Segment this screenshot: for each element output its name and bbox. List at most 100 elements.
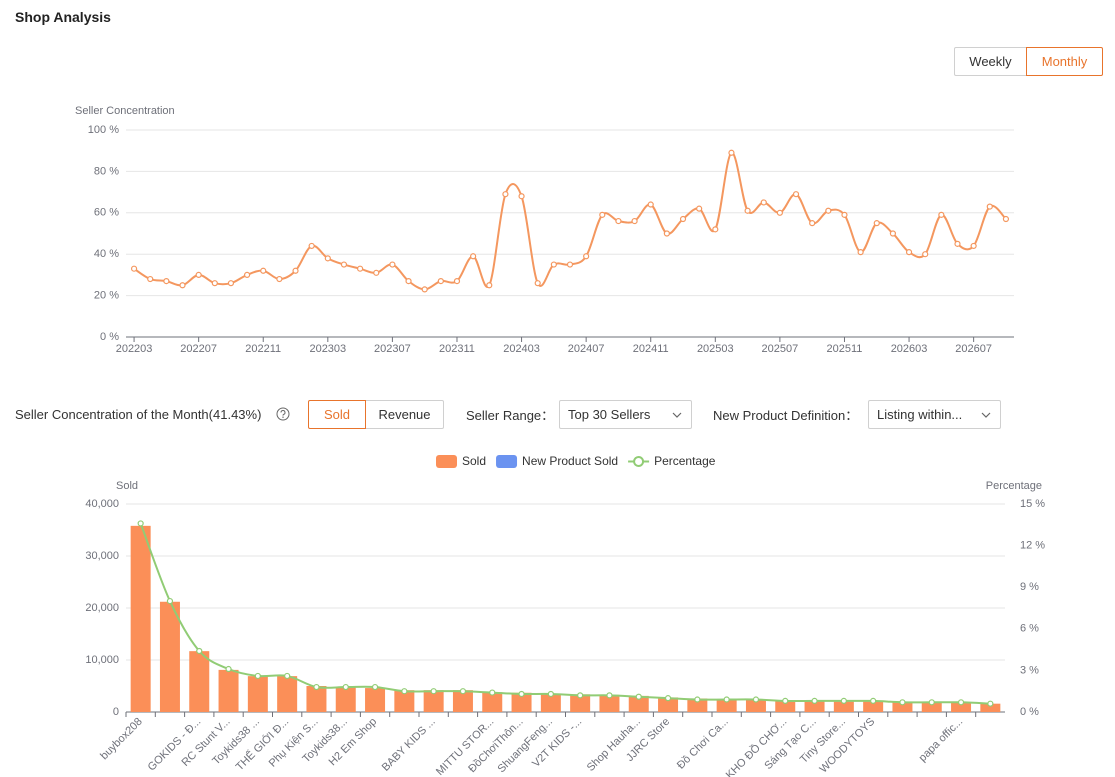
- bar: [247, 676, 268, 712]
- monthly-button[interactable]: Monthly: [1026, 47, 1103, 76]
- bar: [365, 688, 386, 712]
- point: [489, 689, 496, 696]
- x-tick-label: 202403: [503, 343, 540, 355]
- bar: [804, 701, 825, 712]
- y-tick-label: 0: [113, 706, 119, 718]
- chevron: [981, 412, 991, 418]
- y-tick-label: 20,000: [85, 602, 119, 614]
- point: [873, 220, 880, 227]
- y-tick-label: 15 %: [1020, 498, 1045, 510]
- point: [631, 217, 638, 225]
- point: [712, 226, 719, 233]
- point: [857, 249, 864, 256]
- point: [841, 211, 848, 218]
- bar: [775, 700, 796, 712]
- bar: [921, 702, 942, 712]
- sold-button[interactable]: Sold: [308, 400, 366, 429]
- x-tick-label: 202507: [762, 343, 799, 355]
- point: [225, 665, 232, 673]
- point: [679, 215, 687, 223]
- y-tick-label: 3 %: [1020, 664, 1039, 676]
- point: [137, 520, 144, 527]
- bar: [833, 701, 854, 712]
- x-tick-label: 202207: [180, 343, 217, 355]
- point: [227, 280, 235, 287]
- seller-range-select[interactable]: Top 30 Sellers: [559, 400, 692, 429]
- bar: [482, 692, 503, 712]
- point: [292, 267, 299, 274]
- concentration-label: Seller Concentration of the Month(41.43%…: [15, 407, 262, 422]
- point: [728, 149, 735, 156]
- help-icon[interactable]: [276, 407, 290, 421]
- point: [696, 205, 703, 212]
- point: [340, 261, 348, 268]
- y-tick-label: 0 %: [1020, 706, 1039, 718]
- y-tick-label: 20 %: [94, 290, 119, 302]
- point: [550, 261, 557, 268]
- point: [905, 249, 913, 256]
- weekly-button[interactable]: Weekly: [954, 47, 1027, 76]
- page-title: Shop Analysis: [15, 9, 111, 25]
- point: [782, 697, 789, 705]
- point: [825, 207, 832, 214]
- revenue-button[interactable]: Revenue: [365, 400, 444, 429]
- point: [486, 282, 493, 289]
- bar: [189, 651, 210, 712]
- x-tick-label: 202511: [827, 343, 863, 355]
- point: [938, 211, 945, 218]
- point: [752, 696, 760, 703]
- y-tick-label: 60 %: [94, 207, 119, 219]
- bar: [511, 692, 532, 712]
- point: [430, 688, 437, 695]
- bar: [306, 686, 327, 712]
- point: [313, 683, 320, 691]
- point: [389, 261, 396, 268]
- y-axis-title: Seller Concentration: [75, 105, 175, 117]
- bar: [452, 690, 473, 712]
- point: [401, 688, 408, 695]
- point: [583, 253, 590, 260]
- point: [664, 695, 672, 702]
- x-tick-label: 202211: [245, 343, 281, 355]
- point: [211, 280, 218, 287]
- point: [357, 265, 364, 272]
- bar: [130, 525, 151, 712]
- point: [870, 697, 877, 705]
- bar: [716, 699, 737, 712]
- bar: [394, 690, 415, 712]
- bar: [423, 690, 444, 712]
- y-tick-label: 6 %: [1020, 623, 1039, 635]
- point: [663, 230, 670, 237]
- point: [284, 672, 291, 680]
- x-tick-label: 202303: [309, 343, 346, 355]
- point: [599, 211, 606, 218]
- chevron: [672, 412, 682, 418]
- point: [970, 242, 977, 250]
- new-product-label: New Product Definition：: [713, 408, 859, 423]
- x-tick-label: 202311: [439, 343, 475, 355]
- point: [196, 647, 203, 655]
- point: [744, 207, 751, 214]
- point: [470, 253, 477, 260]
- point: [694, 696, 701, 703]
- new-product-select[interactable]: Listing within...: [868, 400, 1001, 429]
- point: [811, 697, 818, 705]
- point: [195, 271, 202, 278]
- seller-range-label: Seller Range：: [466, 408, 555, 423]
- y-tick-label: 12 %: [1020, 540, 1045, 552]
- percentage-line: [139, 523, 991, 705]
- point: [260, 267, 267, 274]
- point: [792, 191, 800, 198]
- y-tick-label: 40 %: [94, 248, 119, 260]
- point: [577, 692, 584, 699]
- point: [1002, 215, 1010, 223]
- point: [760, 199, 767, 206]
- legend-swatch: [496, 455, 518, 468]
- point: [615, 217, 622, 225]
- y-tick-label: 100 %: [88, 124, 119, 136]
- point: [502, 191, 509, 198]
- point: [166, 597, 174, 605]
- x-tick-label: 202603: [891, 343, 928, 355]
